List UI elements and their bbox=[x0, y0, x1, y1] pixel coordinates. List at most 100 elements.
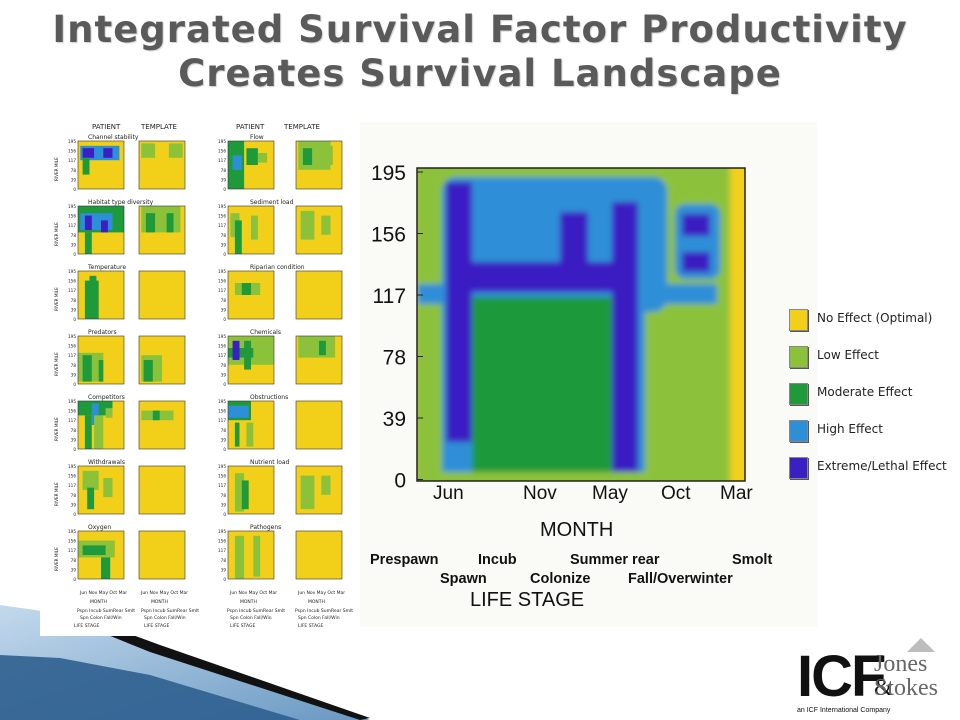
panel-y-tick: 156 bbox=[218, 214, 226, 219]
panel-y-tick: 0 bbox=[73, 577, 76, 582]
panel-y-axis-label: RIVER MILE bbox=[54, 157, 59, 181]
template-heatmap bbox=[296, 271, 342, 319]
panel-frame bbox=[295, 400, 343, 450]
panel-y-tick: 0 bbox=[223, 512, 226, 517]
panel-y-tick: 78 bbox=[221, 168, 227, 173]
panel-y-axis-label: RIVER MILE bbox=[54, 482, 59, 506]
main-y-ticks: 195 156 117 78 39 0 bbox=[371, 162, 423, 493]
logo-jones-word: Jones bbox=[874, 651, 928, 677]
panel-y-tick: 39 bbox=[221, 502, 227, 507]
panel-month-label-1: MONTH bbox=[90, 599, 107, 605]
panel-y-tick: 117 bbox=[218, 418, 226, 423]
heatmap-cell bbox=[234, 220, 242, 254]
heatmap-cell bbox=[241, 480, 249, 510]
panel-frame bbox=[227, 335, 275, 385]
heatmap-cell bbox=[228, 405, 249, 418]
panel-y-tick: 195 bbox=[68, 334, 76, 339]
legend-label-no-effect: No Effect (Optimal) bbox=[817, 311, 933, 325]
col-header-patient-2: PATIENT bbox=[236, 123, 265, 131]
stage-smolt: Smolt bbox=[732, 552, 772, 568]
panel-stage-row2-1: Spn Colon Fall/Win bbox=[80, 615, 122, 621]
region-extreme-mid bbox=[560, 212, 588, 262]
panel-y-tick: 156 bbox=[68, 539, 76, 544]
panel-title-left: Predators bbox=[88, 329, 117, 336]
panel-y-tick: 78 bbox=[221, 363, 227, 368]
heatmap-cell bbox=[103, 148, 113, 158]
panel-y-tick: 156 bbox=[68, 214, 76, 219]
panel-y-tick: 195 bbox=[218, 334, 226, 339]
slide-title-line1: Integrated Survival Factor Productivity bbox=[52, 8, 908, 51]
logo-icf-text: ICF bbox=[797, 644, 886, 709]
panel-y-tick: 117 bbox=[68, 223, 76, 228]
heatmap-cell bbox=[139, 401, 185, 449]
heatmap-cell bbox=[98, 360, 104, 382]
panel-y-tick: 39 bbox=[71, 307, 77, 312]
panel-title-left: Temperature bbox=[87, 264, 126, 271]
heatmap-cell bbox=[141, 143, 156, 158]
panel-frame bbox=[227, 140, 275, 190]
panel-frame bbox=[77, 400, 125, 450]
heatmap-cell bbox=[82, 355, 92, 382]
panel-y-tick: 78 bbox=[71, 233, 77, 238]
panel-y-tick: 156 bbox=[68, 279, 76, 284]
panel-y-axis-label: RIVER MILE bbox=[54, 222, 59, 246]
panel-y-tick: 39 bbox=[71, 502, 77, 507]
plot-frame bbox=[416, 167, 746, 482]
heatmap-cell bbox=[94, 415, 104, 449]
panel-y-tick: 117 bbox=[218, 158, 226, 163]
template-heatmap bbox=[139, 336, 185, 384]
heatmap-cell bbox=[91, 403, 99, 425]
template-heatmap bbox=[296, 466, 342, 514]
panel-stage-row1-1: Pspn Incub SumRear Smlt bbox=[77, 608, 135, 614]
main-y-tick-label: 78 bbox=[383, 347, 406, 370]
panel-y-tick: 78 bbox=[221, 233, 227, 238]
panel-y-tick: 78 bbox=[71, 558, 77, 563]
template-heatmap bbox=[139, 531, 185, 579]
heatmap-cell bbox=[257, 153, 268, 163]
legend-swatch-extreme-effect bbox=[789, 457, 808, 479]
ribbon-band-dark bbox=[0, 655, 300, 720]
logo-jones-text: Jones & bbox=[874, 652, 947, 700]
panel-y-tick: 39 bbox=[221, 307, 227, 312]
heatmap-cell bbox=[101, 220, 108, 233]
panel-frame bbox=[138, 335, 186, 385]
panel-y-tick: 156 bbox=[218, 344, 226, 349]
panel-y-tick: 0 bbox=[223, 447, 226, 452]
heatmap-cell bbox=[168, 143, 183, 158]
patient-heatmap bbox=[228, 401, 274, 449]
panel-y-tick: 39 bbox=[71, 437, 77, 442]
logo-ampersand: & bbox=[874, 675, 893, 701]
panel-month-label-2: MONTH bbox=[151, 599, 168, 605]
template-heatmap bbox=[296, 141, 342, 189]
heatmap-cell bbox=[241, 283, 251, 295]
panel-stage-row1-3: Pspn Incub SumRear Smlt bbox=[227, 608, 285, 614]
main-stage-axis-label: LIFE STAGE bbox=[470, 589, 584, 611]
panel-frame bbox=[77, 205, 125, 255]
panel-y-tick: 117 bbox=[218, 288, 226, 293]
heatmap-cell bbox=[228, 348, 254, 358]
heatmap-cell bbox=[302, 148, 313, 165]
panel-frame bbox=[227, 205, 275, 255]
main-x-tick-label: Nov bbox=[523, 483, 557, 504]
panel-y-tick: 0 bbox=[73, 187, 76, 192]
panel-y-tick: 156 bbox=[218, 474, 226, 479]
main-y-tick-label: 117 bbox=[373, 285, 406, 308]
template-heatmap bbox=[296, 401, 342, 449]
heatmap-cell bbox=[300, 475, 315, 510]
panel-stage-label-1: LIFE STAGE bbox=[74, 623, 99, 629]
legend-swatch-moderate-effect bbox=[789, 383, 808, 405]
panel-frame bbox=[227, 465, 275, 515]
heatmap-regions bbox=[400, 152, 745, 492]
panel-y-tick: 39 bbox=[221, 437, 227, 442]
main-x-tick-label: Mar bbox=[720, 483, 753, 504]
template-heatmap bbox=[296, 531, 342, 579]
panel-frame bbox=[77, 530, 125, 580]
heatmap-cell bbox=[84, 232, 92, 254]
main-y-tick-label: 156 bbox=[371, 224, 406, 247]
panel-y-tick: 156 bbox=[218, 409, 226, 414]
logo-triangle-icon bbox=[907, 638, 935, 652]
region-yellow-left-edge bbox=[400, 152, 415, 492]
panel-y-tick: 78 bbox=[221, 298, 227, 303]
panel-month-ticks-3: Jun Nov May Oct Mar bbox=[229, 590, 277, 596]
panel-y-tick: 78 bbox=[71, 363, 77, 368]
